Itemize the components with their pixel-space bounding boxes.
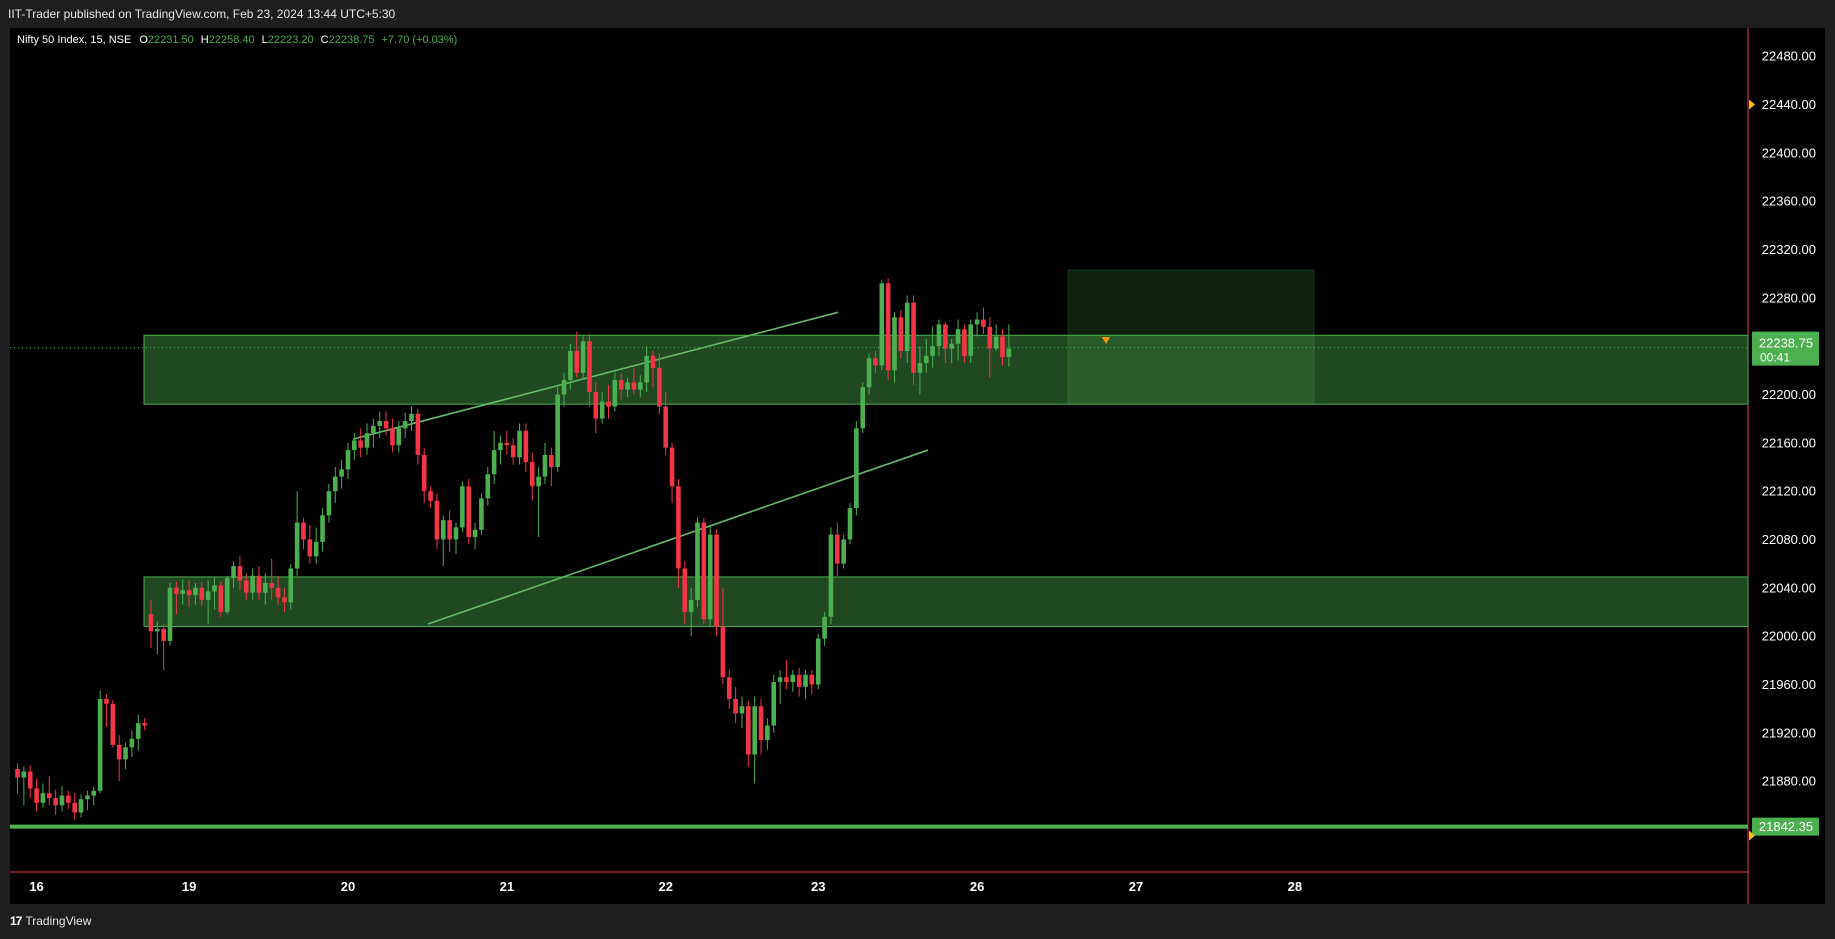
symbol-label[interactable]: Nifty 50 Index, 15, NSE <box>17 34 132 46</box>
low-value: 22223.20 <box>267 34 314 46</box>
brand-name: TradingView <box>25 914 92 928</box>
tradingview-brand[interactable]: 17 TradingView <box>10 914 91 928</box>
high-value: 22258.40 <box>208 34 255 46</box>
change-value: +7.70 (+0.03%) <box>381 34 458 46</box>
footer-bar: 17 TradingView <box>0 904 1835 939</box>
open-label: O <box>139 34 148 46</box>
publisher-line: IIT-Trader published on TradingView.com,… <box>8 7 396 21</box>
high-label: H <box>200 34 209 46</box>
close-value: 22238.75 <box>328 34 375 46</box>
open-value: 22231.50 <box>147 34 194 46</box>
tradingview-logo-icon: 17 <box>10 914 22 928</box>
publisher-bar: IIT-Trader published on TradingView.com,… <box>0 0 1835 28</box>
ohlc-legend: Nifty 50 Index, 15, NSE O 22231.50 H 22258… <box>17 34 464 46</box>
low-label: L <box>261 34 268 46</box>
chart-frame[interactable] <box>10 28 1825 904</box>
close-label: C <box>320 34 329 46</box>
